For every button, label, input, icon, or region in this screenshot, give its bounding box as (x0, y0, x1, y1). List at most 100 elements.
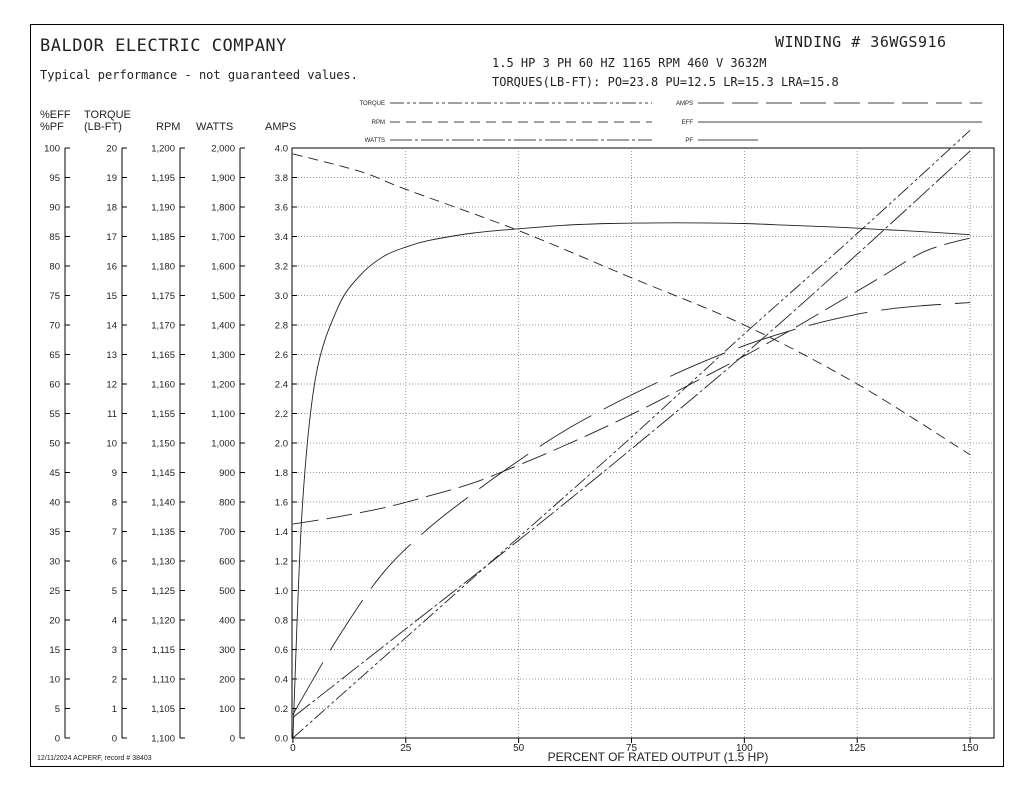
legend-entry-watts: WATTS (365, 138, 652, 144)
y-tick-label: 25 (49, 586, 60, 597)
y-tick-label: 55 (49, 409, 60, 420)
y-tick-label: 17 (106, 232, 117, 243)
legend-entry-amps: AMPS (676, 101, 982, 107)
y-tick-label: 0.6 (275, 645, 288, 656)
y-axis-header: AMPS (265, 121, 296, 133)
y-tick-label: 90 (49, 203, 60, 214)
chart-frame (30, 24, 1004, 767)
winding-number: WINDING # 36WGS916 (775, 33, 947, 51)
y-axis-header: TORQUE (84, 109, 131, 121)
y-tick-label: 11 (107, 409, 117, 420)
x-tick-label: 100 (736, 743, 753, 754)
legend-entry-eff: EFF (682, 120, 982, 126)
y-tick-label: 0 (55, 734, 60, 745)
x-tick-label: 75 (626, 743, 638, 754)
y-tick-label: 9 (112, 468, 117, 479)
disclaimer-text: Typical performance - not guaranteed val… (40, 68, 358, 82)
torque-specs: TORQUES(LB-FT): PO=23.8 PU=12.5 LR=15.3 … (492, 75, 839, 89)
y-tick-label: 1,120 (151, 616, 175, 627)
y-tick-label: 20 (106, 144, 117, 155)
y-axis-eff_pf: 0 5 10 15 20 25 30 35 40 45 50 55 60 65 70 75 80 85 90 95 10… (40, 109, 71, 745)
y-tick-label: 2.8 (275, 321, 288, 332)
y-tick-label: 0 (230, 734, 235, 745)
y-tick-label: 1.4 (275, 527, 288, 538)
y-tick-label: 13 (106, 350, 117, 361)
y-tick-label: 7 (112, 527, 117, 538)
y-tick-label: 1.6 (275, 498, 288, 509)
legend-label: WATTS (365, 138, 385, 144)
y-tick-label: 5 (112, 586, 117, 597)
record-footer: 12/11/2024 ACPERF, record # 38403 (37, 755, 152, 762)
y-tick-label: 19 (106, 173, 117, 184)
y-tick-label: 1,110 (152, 675, 175, 686)
y-tick-label: 1,000 (211, 439, 235, 450)
y-tick-label: 4 (112, 616, 117, 627)
y-tick-label: 35 (49, 527, 60, 538)
y-tick-label: 1,140 (151, 498, 175, 509)
y-tick-label: 2.6 (275, 350, 288, 361)
y-tick-label: 18 (106, 203, 117, 214)
y-tick-label: 1,100 (151, 734, 175, 745)
y-tick-label: 1 (112, 704, 117, 715)
y-tick-label: 0.4 (275, 675, 288, 686)
y-tick-label: 0.8 (275, 616, 288, 627)
y-axis-header: %EFF (40, 109, 71, 121)
y-tick-label: 3.6 (275, 203, 288, 214)
series-watts-line (292, 150, 971, 718)
y-tick-label: 3.4 (275, 232, 288, 243)
y-tick-label: 200 (219, 675, 235, 686)
y-tick-label: 0 (112, 734, 117, 745)
y-tick-label: 1,170 (151, 321, 175, 332)
y-tick-label: 12 (106, 380, 117, 391)
y-tick-label: 3.0 (275, 291, 288, 302)
series-amps-line (292, 237, 971, 525)
y-tick-label: 1,105 (151, 704, 175, 715)
y-tick-label: 20 (49, 616, 60, 627)
y-tick-label: 5 (55, 704, 60, 715)
y-tick-label: 100 (219, 704, 235, 715)
y-tick-label: 300 (219, 645, 235, 656)
y-tick-label: 1,100 (211, 409, 235, 420)
y-axis-rpm: 1,100 1,105 1,110 1,115 1,120 1,125 1,130 1,135… (151, 121, 185, 745)
y-axis-amps: 0.0 0.2 0.4 0.6 0.8 1.0 1.2 1.4 1.6 1.8 2.0 2.2 2.4 2… (265, 121, 297, 745)
y-tick-label: 1,150 (151, 439, 175, 450)
y-tick-label: 600 (219, 557, 235, 568)
legend-entry-torque: TORQUE (359, 101, 652, 107)
y-tick-label: 2,000 (211, 144, 235, 155)
y-tick-label: 80 (49, 262, 60, 273)
y-tick-label: 900 (219, 468, 235, 479)
y-tick-label: 50 (49, 439, 60, 450)
y-tick-label: 40 (49, 498, 60, 509)
y-tick-label: 100 (44, 144, 60, 155)
y-tick-label: 10 (106, 439, 117, 450)
series-eff-line (292, 222, 971, 739)
y-tick-label: 1,130 (151, 557, 175, 568)
legend-entry-pf: PF (685, 138, 768, 144)
y-tick-label: 45 (49, 468, 60, 479)
y-tick-label: 1,185 (151, 232, 175, 243)
y-axis-header: WATTS (196, 121, 233, 133)
y-tick-label: 1,800 (211, 203, 235, 214)
motor-specs: 1.5 HP 3 PH 60 HZ 1165 RPM 460 V 3632M (492, 56, 767, 70)
y-tick-label: 2.2 (275, 409, 288, 420)
legend-label: EFF (682, 120, 694, 126)
y-tick-label: 800 (219, 498, 235, 509)
y-tick-label: 15 (49, 645, 60, 656)
y-tick-label: 70 (49, 321, 60, 332)
y-tick-label: 1,400 (211, 321, 235, 332)
y-axis-torque: 01234567891011121314151617181920TORQUE(L… (84, 109, 131, 745)
y-axis-header: RPM (156, 121, 180, 133)
y-tick-label: 1,500 (211, 291, 235, 302)
x-tick-label: 150 (962, 743, 979, 754)
y-tick-label: 3.8 (275, 173, 288, 184)
y-tick-label: 1,135 (151, 527, 175, 538)
x-tick-label: 125 (849, 743, 866, 754)
y-tick-label: 1.0 (275, 586, 288, 597)
y-tick-label: 30 (49, 557, 60, 568)
y-axis-header: (LB-FT) (84, 121, 122, 133)
y-tick-label: 2.4 (275, 380, 288, 391)
y-tick-label: 1,200 (211, 380, 235, 391)
y-tick-label: 500 (219, 586, 235, 597)
y-tick-label: 1,900 (211, 173, 235, 184)
y-tick-label: 1,160 (151, 380, 175, 391)
